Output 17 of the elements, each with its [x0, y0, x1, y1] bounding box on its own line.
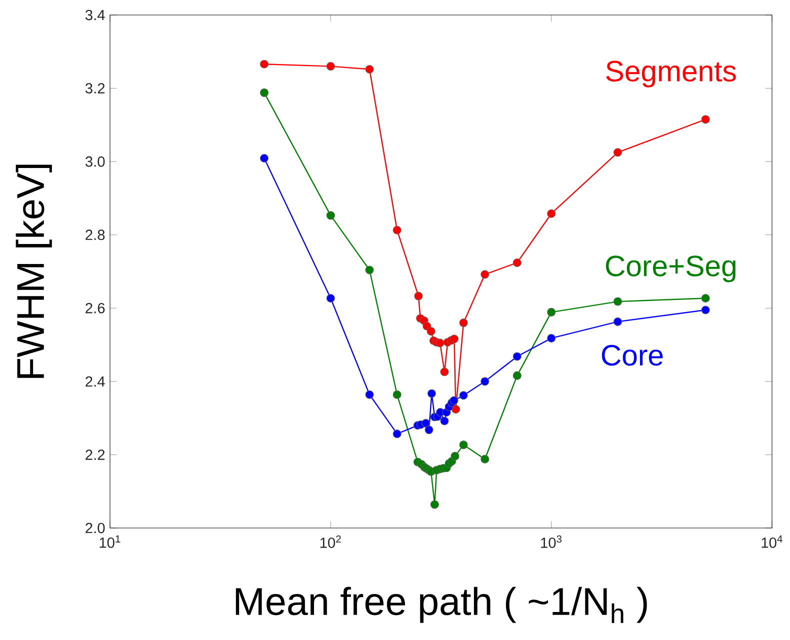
series-label: Segments: [606, 60, 736, 88]
y-tick-label: 2.2: [86, 450, 105, 460]
series-label: Core+Seg: [606, 256, 736, 282]
series-label: Core: [602, 344, 663, 366]
y-tick-label: 3.0: [85, 156, 105, 167]
y-tick-label: 2.6: [86, 302, 105, 314]
y-axis-title: FWHM [keV]: [16, 164, 52, 378]
y-tick-label: 2.8: [86, 230, 105, 240]
x-tick-label: 10$^{1}$: [100, 535, 120, 548]
y-tick-label: 3.4: [85, 10, 105, 20]
y-tick-label: 2.4: [86, 376, 105, 387]
x-tick-label: 10$^{3}$: [541, 535, 562, 548]
x-axis-title: Mean free path ( ~1/N$_{h}$ ): [236, 586, 647, 624]
x-tick-label: 10$^{4}$: [762, 535, 782, 548]
y-tick-label: 3.2: [85, 83, 105, 94]
y-tick-label: 2.0: [86, 522, 105, 534]
x-tick-label: 10$^{2}$: [320, 535, 341, 548]
